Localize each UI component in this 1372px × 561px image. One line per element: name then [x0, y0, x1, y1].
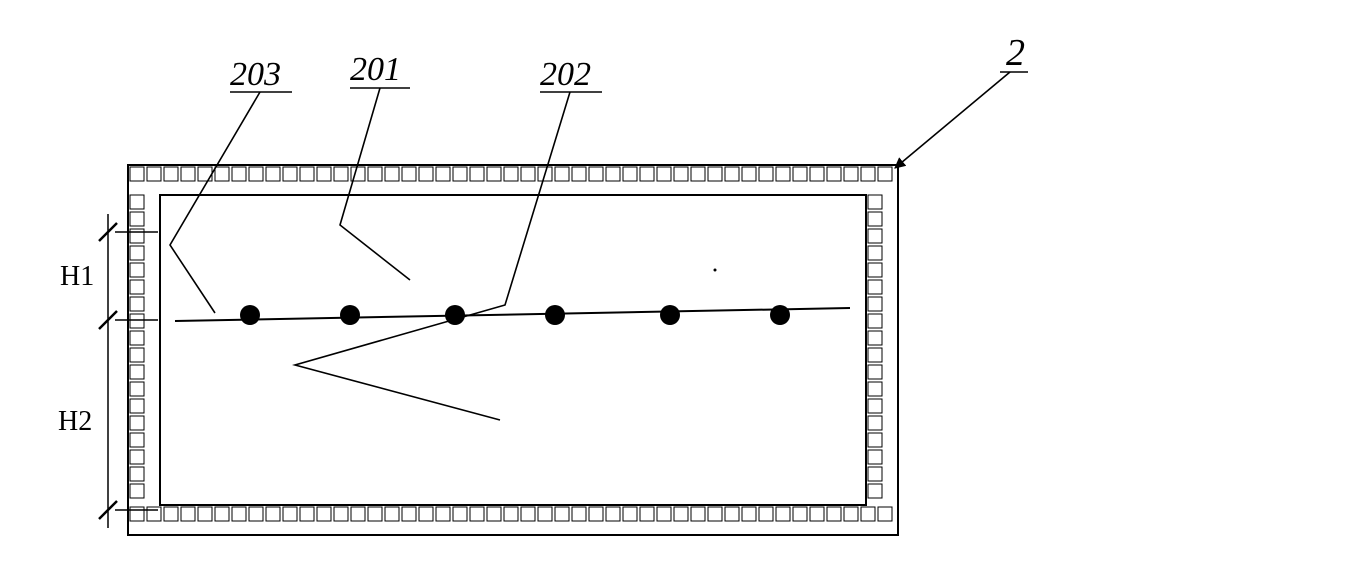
dim-label-h2: H2 — [58, 406, 92, 437]
rebar-dot — [770, 305, 790, 325]
rebar-dot — [340, 305, 360, 325]
dim-label-h1: H1 — [60, 261, 94, 292]
rebar-dot — [660, 305, 680, 325]
label-202: 202 — [540, 56, 591, 93]
rebar-dot — [545, 305, 565, 325]
label-201: 201 — [350, 51, 401, 88]
label-203: 203 — [230, 56, 281, 93]
label-2: 2 — [1006, 32, 1025, 74]
rebar-dot — [240, 305, 260, 325]
